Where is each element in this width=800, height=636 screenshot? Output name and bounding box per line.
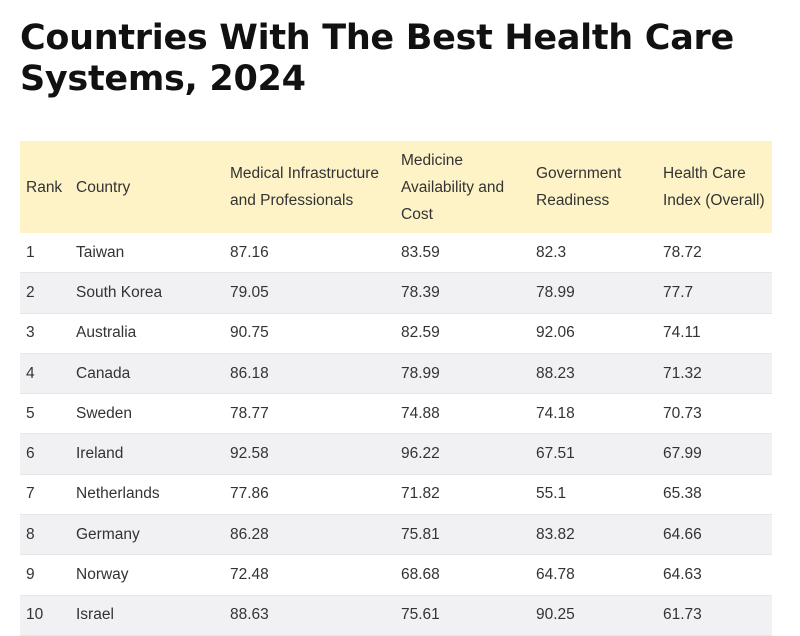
medical-infrastructure-cell: 87.16 <box>224 233 395 274</box>
country-cell: Netherlands <box>70 474 224 516</box>
table-row: 9 Norway 72.48 68.68 64.78 64.63 <box>20 554 772 596</box>
column-header-rank: Rank <box>20 141 70 233</box>
country-cell: Taiwan <box>70 233 224 274</box>
country-cell: South Korea <box>70 272 224 314</box>
country-cell: Norway <box>70 554 224 596</box>
medical-infrastructure-cell: 86.28 <box>224 514 395 556</box>
medical-infrastructure-cell: 78.77 <box>224 393 395 435</box>
health-care-index-cell: 67.99 <box>657 433 772 475</box>
government-readiness-cell: 83.82 <box>530 514 657 556</box>
table-row: 1 Taiwan 87.16 83.59 82.3 78.72 <box>20 233 772 274</box>
medicine-availability-cell: 96.22 <box>395 433 530 475</box>
health-care-index-cell: 64.66 <box>657 514 772 556</box>
rank-cell: 5 <box>20 393 70 435</box>
government-readiness-cell: 88.23 <box>530 353 657 395</box>
country-cell: Israel <box>70 595 224 636</box>
government-readiness-cell: 67.51 <box>530 433 657 475</box>
health-care-index-cell: 77.7 <box>657 272 772 314</box>
column-header-government-readiness: Government Readiness <box>530 141 657 233</box>
government-readiness-cell: 64.78 <box>530 554 657 596</box>
health-care-index-cell: 65.38 <box>657 474 772 516</box>
country-cell: Ireland <box>70 433 224 475</box>
medicine-availability-cell: 74.88 <box>395 393 530 435</box>
country-cell: Sweden <box>70 393 224 435</box>
table-row: 6 Ireland 92.58 96.22 67.51 67.99 <box>20 433 772 475</box>
medicine-availability-cell: 71.82 <box>395 474 530 516</box>
medicine-availability-cell: 78.39 <box>395 272 530 314</box>
health-care-index-cell: 64.63 <box>657 554 772 596</box>
medical-infrastructure-cell: 90.75 <box>224 313 395 354</box>
health-care-index-cell: 78.72 <box>657 233 772 274</box>
medical-infrastructure-cell: 72.48 <box>224 554 395 596</box>
table-row: 8 Germany 86.28 75.81 83.82 64.66 <box>20 514 772 556</box>
health-care-index-cell: 61.73 <box>657 595 772 636</box>
rank-cell: 8 <box>20 514 70 556</box>
rank-cell: 3 <box>20 313 70 354</box>
rank-cell: 1 <box>20 233 70 274</box>
medical-infrastructure-cell: 92.58 <box>224 433 395 475</box>
country-cell: Australia <box>70 313 224 354</box>
country-cell: Germany <box>70 514 224 556</box>
government-readiness-cell: 90.25 <box>530 595 657 636</box>
country-cell: Canada <box>70 353 224 395</box>
health-care-table: Rank Country Medical Infrastructure and … <box>20 141 772 636</box>
table-row: 10 Israel 88.63 75.61 90.25 61.73 <box>20 595 772 636</box>
government-readiness-cell: 78.99 <box>530 272 657 314</box>
rank-cell: 6 <box>20 433 70 475</box>
health-care-index-cell: 74.11 <box>657 313 772 354</box>
health-care-index-cell: 70.73 <box>657 393 772 435</box>
medicine-availability-cell: 68.68 <box>395 554 530 596</box>
medical-infrastructure-cell: 88.63 <box>224 595 395 636</box>
rank-cell: 4 <box>20 353 70 395</box>
table-row: 5 Sweden 78.77 74.88 74.18 70.73 <box>20 393 772 435</box>
rank-cell: 2 <box>20 272 70 314</box>
table-header-row: Rank Country Medical Infrastructure and … <box>20 141 772 233</box>
government-readiness-cell: 92.06 <box>530 313 657 354</box>
table-row: 2 South Korea 79.05 78.39 78.99 77.7 <box>20 272 772 314</box>
column-header-country: Country <box>70 141 224 233</box>
medical-infrastructure-cell: 86.18 <box>224 353 395 395</box>
medical-infrastructure-cell: 77.86 <box>224 474 395 516</box>
rank-cell: 10 <box>20 595 70 636</box>
government-readiness-cell: 55.1 <box>530 474 657 516</box>
medicine-availability-cell: 75.61 <box>395 595 530 636</box>
table-row: 3 Australia 90.75 82.59 92.06 74.11 <box>20 313 772 354</box>
table-body: 1 Taiwan 87.16 83.59 82.3 78.72 2 South Korea 79… <box>20 233 772 636</box>
chart-title: Countries With The Best Health Care Syst… <box>20 18 734 99</box>
table-row: 4 Canada 86.18 78.99 88.23 71.32 <box>20 353 772 395</box>
government-readiness-cell: 82.3 <box>530 233 657 274</box>
column-header-medicine-availability: Medicine Availability and Cost <box>395 141 530 233</box>
health-care-index-cell: 71.32 <box>657 353 772 395</box>
table-row: 7 Netherlands 77.86 71.82 55.1 65.38 <box>20 474 772 516</box>
medicine-availability-cell: 78.99 <box>395 353 530 395</box>
column-header-medical-infrastructure: Medical Infrastructure and Professionals <box>224 141 395 233</box>
column-header-health-care-index: Health Care Index (Overall) <box>657 141 772 233</box>
government-readiness-cell: 74.18 <box>530 393 657 435</box>
rank-cell: 7 <box>20 474 70 516</box>
medicine-availability-cell: 75.81 <box>395 514 530 556</box>
rank-cell: 9 <box>20 554 70 596</box>
medical-infrastructure-cell: 79.05 <box>224 272 395 314</box>
medicine-availability-cell: 83.59 <box>395 233 530 274</box>
medicine-availability-cell: 82.59 <box>395 313 530 354</box>
